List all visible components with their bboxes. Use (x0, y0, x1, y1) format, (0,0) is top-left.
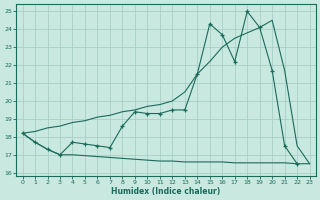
X-axis label: Humidex (Indice chaleur): Humidex (Indice chaleur) (111, 187, 221, 196)
